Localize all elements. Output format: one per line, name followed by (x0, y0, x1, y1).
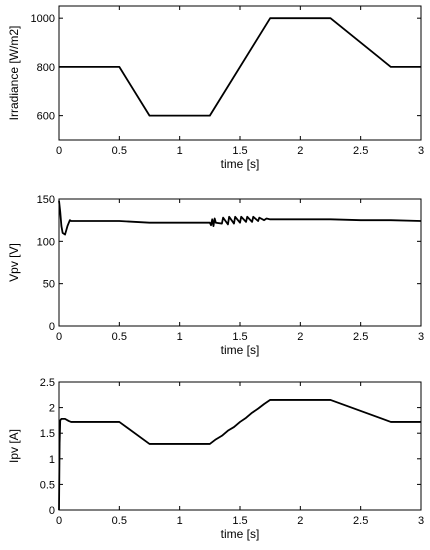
ipv-y-tick-label: 2 (49, 403, 55, 415)
irradiance-y-tick-label: 1000 (31, 13, 55, 25)
irradiance-x-tick-label: 1 (177, 145, 183, 157)
irradiance-x-tick-label: 2 (297, 145, 303, 157)
vpv-y-axis-label: Vpv [V] (7, 243, 21, 282)
irradiance-plot-area (58, 5, 422, 141)
vpv-chart: 0 0.5 1 1.5 2 2.5 3 0 50 100 150 time [s] Vpv [V] (7, 194, 424, 357)
ipv-x-tick-label: 2.5 (353, 515, 368, 527)
vpv-x-tick-label: 3 (418, 331, 424, 343)
vpv-y-tick-label: 100 (37, 236, 55, 248)
vpv-x-tick-label: 0.5 (112, 331, 127, 343)
ipv-y-axis-label: Ipv [A] (7, 429, 21, 463)
irradiance-x-tick-label: 0 (56, 145, 62, 157)
irradiance-y-tick-label: 800 (37, 62, 55, 74)
irradiance-y-tick-label: 600 (37, 111, 55, 123)
vpv-y-tick-label: 150 (37, 194, 55, 206)
vpv-y-tick-label: 0 (49, 321, 55, 333)
ipv-plot-area (58, 381, 422, 511)
vpv-x-tick-label: 1 (177, 331, 183, 343)
ipv-series-line (58, 399, 421, 511)
vpv-plot-area (58, 198, 422, 327)
ipv-y-tick-label: 1.5 (40, 428, 55, 440)
ipv-x-tick-label: 1 (177, 515, 183, 527)
irradiance-series-line (59, 17, 421, 117)
ipv-x-tick-label: 1.5 (232, 515, 247, 527)
ipv-x-tick-label: 2 (297, 515, 303, 527)
ipv-x-tick-label: 0 (56, 515, 62, 527)
irradiance-x-tick-label: 1.5 (232, 145, 247, 157)
ipv-y-tick-label: 1 (49, 454, 55, 466)
irradiance-chart: 0 0.5 1 1.5 2 2.5 3 600 800 1000 time [s] Irradianc… (7, 5, 424, 171)
ipv-chart: 0 0.5 1 1.5 2 2.5 3 0 0.5 1 1.5 2 2.5 time [s] Ipv [A] (7, 377, 424, 541)
irradiance-x-tick-label: 3 (418, 145, 424, 157)
ipv-y-tick-label: 0.5 (40, 479, 55, 491)
ipv-y-tick-label: 2.5 (40, 377, 55, 389)
vpv-x-tick-label: 0 (56, 331, 62, 343)
vpv-x-tick-label: 2 (297, 331, 303, 343)
irradiance-x-tick-label: 2.5 (353, 145, 368, 157)
irradiance-y-axis-label: Irradiance [W/m2] (7, 26, 21, 121)
vpv-x-axis-label: time [s] (221, 343, 260, 357)
ipv-x-axis-label: time [s] (221, 527, 260, 541)
vpv-x-tick-label: 1.5 (232, 331, 247, 343)
vpv-series-line (58, 200, 422, 236)
ipv-y-tick-label: 0 (49, 505, 55, 517)
irradiance-x-axis-label: time [s] (221, 157, 260, 171)
vpv-y-tick-label: 50 (43, 279, 55, 291)
ipv-x-tick-label: 3 (418, 515, 424, 527)
irradiance-x-tick-label: 0.5 (112, 145, 127, 157)
vpv-x-tick-label: 2.5 (353, 331, 368, 343)
ipv-x-tick-label: 0.5 (112, 515, 127, 527)
